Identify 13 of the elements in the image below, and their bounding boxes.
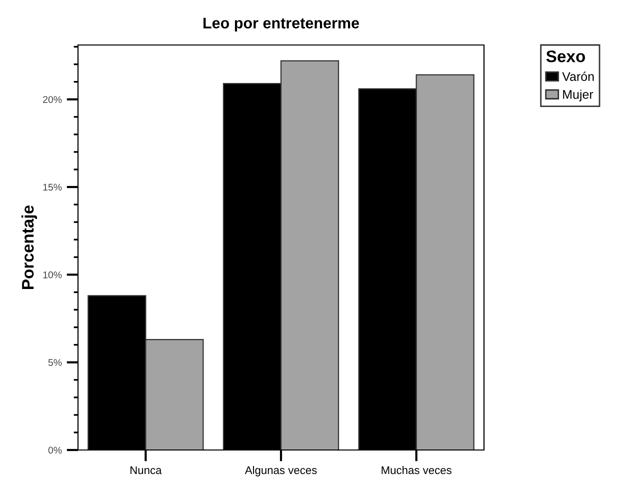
legend-title: Sexo <box>546 50 586 62</box>
legend-label: Varón <box>562 72 594 81</box>
y-tick-label: 20% <box>43 96 62 103</box>
y-tick-label: 5% <box>48 359 62 366</box>
chart-title: Leo por entretenerme <box>203 18 360 32</box>
y-axis-title: Porcentaje <box>21 205 38 289</box>
x-tick-label: Muchas veces <box>382 466 452 474</box>
x-tick-label: Algunas veces <box>244 466 317 476</box>
y-tick-label: 15% <box>43 184 62 191</box>
y-tick-label: 0% <box>48 446 62 454</box>
legend-label: Mujer <box>563 90 594 102</box>
y-tick-label: 10% <box>43 271 62 278</box>
x-tick-label: Nunca <box>130 466 162 474</box>
